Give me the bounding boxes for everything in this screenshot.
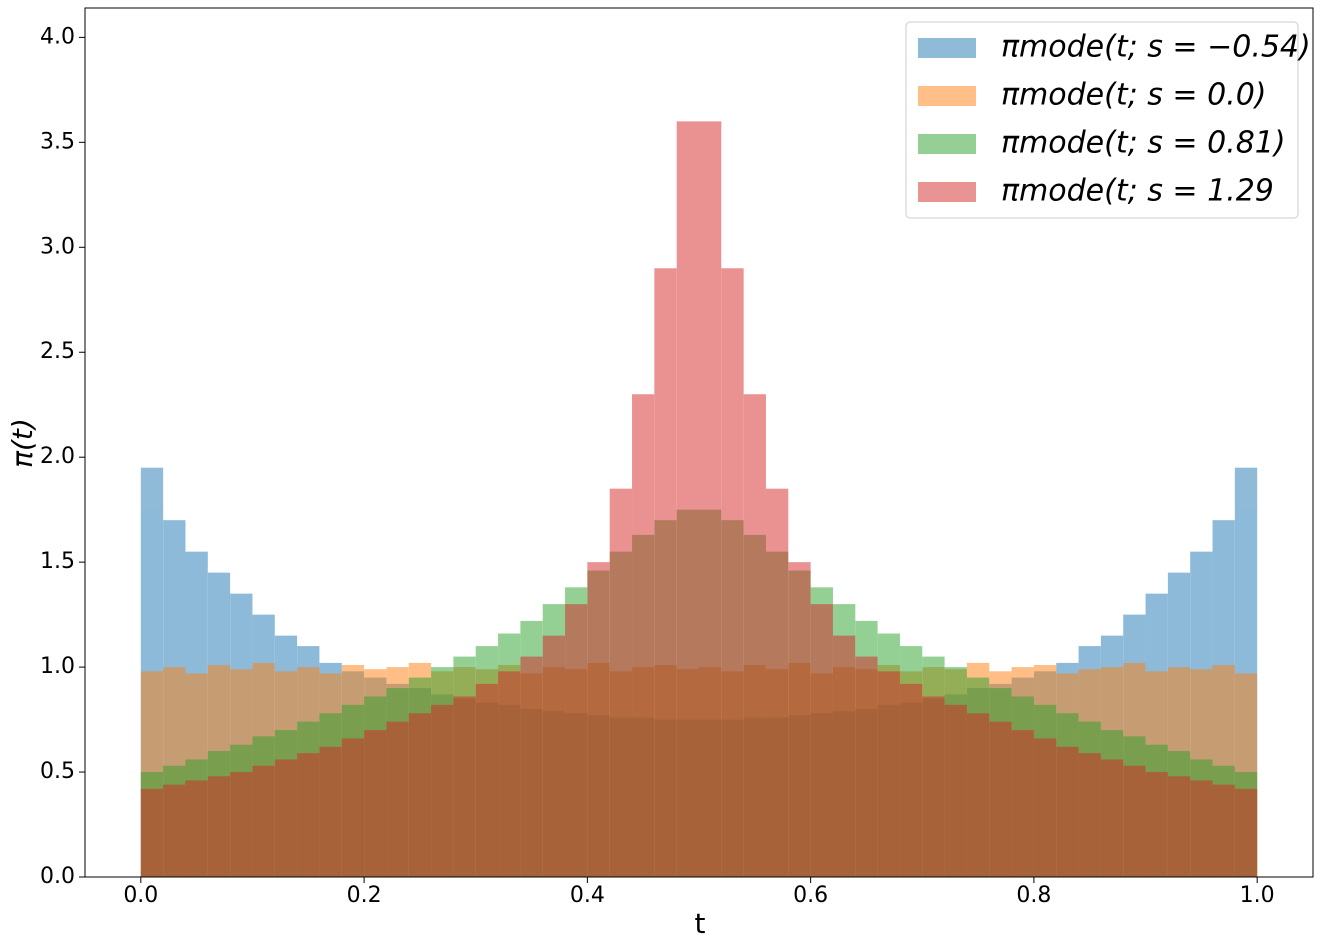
bar xyxy=(431,704,454,877)
bar xyxy=(565,604,588,877)
y-tick-label: 4.0 xyxy=(40,24,75,49)
x-tick-label: 1.0 xyxy=(1240,883,1275,908)
x-axis-label: t xyxy=(695,907,706,940)
bar xyxy=(1123,765,1146,877)
legend-label: πmode(t; s = −0.54) xyxy=(1001,30,1311,65)
bar xyxy=(319,746,342,877)
x-tick-label: 0.0 xyxy=(123,883,158,908)
bar xyxy=(989,721,1012,877)
bar xyxy=(1100,759,1124,877)
bar xyxy=(230,772,253,877)
bar xyxy=(765,488,789,877)
legend-swatch xyxy=(918,134,976,154)
bar xyxy=(944,704,967,877)
bar xyxy=(475,683,499,877)
bar xyxy=(542,635,566,877)
x-tick-label: 0.8 xyxy=(1016,883,1051,908)
bar xyxy=(1056,746,1079,877)
bar xyxy=(810,604,833,877)
bar xyxy=(1167,776,1191,877)
bar xyxy=(498,671,521,877)
y-tick-label: 2.0 xyxy=(40,444,75,469)
x-tick-label: 0.4 xyxy=(570,883,605,908)
bar xyxy=(1190,780,1213,877)
bar xyxy=(587,562,610,877)
bar xyxy=(899,683,923,877)
y-tick-label: 1.5 xyxy=(40,549,75,574)
bar xyxy=(297,753,320,877)
bar xyxy=(520,656,543,877)
bar xyxy=(386,721,409,877)
bar xyxy=(1078,753,1101,877)
x-tick-label: 0.6 xyxy=(793,883,828,908)
legend-label: πmode(t; s = 0.81) xyxy=(1001,126,1286,161)
bar xyxy=(1011,730,1034,877)
bar xyxy=(966,713,990,877)
y-axis-label: π(t) xyxy=(6,418,39,468)
bar xyxy=(1145,772,1168,877)
bar xyxy=(743,394,766,877)
bar xyxy=(140,788,164,877)
bar xyxy=(408,713,432,877)
plot-frame xyxy=(84,7,1314,878)
bar xyxy=(788,562,811,877)
bar xyxy=(207,776,231,877)
y-tick-label: 3.0 xyxy=(40,234,75,259)
bar xyxy=(654,268,677,878)
legend-swatch xyxy=(918,86,976,106)
bar xyxy=(341,738,365,877)
bar xyxy=(1212,784,1235,877)
bar xyxy=(274,759,298,877)
legend-swatch xyxy=(918,38,976,58)
legend-label: πmode(t; s = 0.0) xyxy=(1001,78,1267,113)
legend-label: πmode(t; s = 1.29 xyxy=(1001,174,1274,209)
bar xyxy=(632,394,655,877)
y-tick-label: 3.5 xyxy=(40,129,75,154)
y-tick-label: 2.5 xyxy=(40,339,75,364)
bar xyxy=(453,696,476,877)
legend-swatch xyxy=(918,182,976,202)
bar xyxy=(721,268,744,878)
legend-box xyxy=(905,21,1299,219)
bar xyxy=(1234,788,1258,877)
bar xyxy=(922,696,945,877)
bar xyxy=(364,730,387,877)
bar xyxy=(185,780,208,877)
bar xyxy=(252,765,275,877)
y-tick-label: 1.0 xyxy=(40,654,75,679)
y-tick-label: 0.5 xyxy=(40,759,75,784)
series xyxy=(140,121,1258,878)
bar xyxy=(1033,738,1057,877)
x-tick-label: 0.2 xyxy=(347,883,382,908)
bar xyxy=(163,784,186,877)
bar xyxy=(676,121,699,877)
bar xyxy=(609,488,633,877)
bar xyxy=(699,121,722,877)
y-tick-label: 0.0 xyxy=(40,864,75,889)
bar xyxy=(855,656,878,877)
bar xyxy=(877,671,900,877)
bar xyxy=(832,635,856,877)
